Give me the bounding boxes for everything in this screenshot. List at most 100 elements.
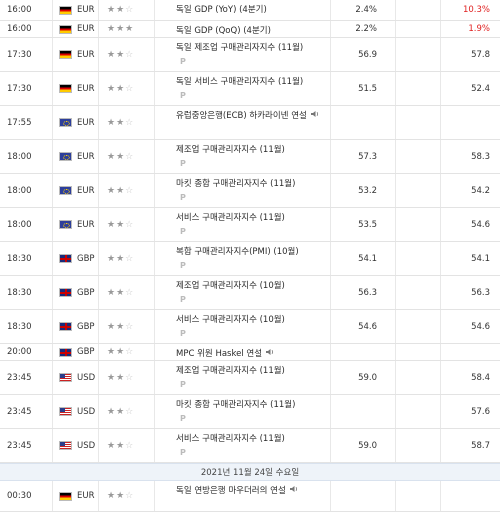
event-title[interactable]: 서비스 구매관리자지수 (11월) [176,213,285,223]
star-icon: ★ [116,24,126,34]
event-name[interactable]: 복합 구매관리자지수(PMI) (10월) P [176,242,326,275]
event-title[interactable]: 서비스 구매관리자지수 (10월) [176,315,285,325]
table-row[interactable]: 17:30 EUR ★ ★ ☆ 독일 제조업 구매관리자지수 (11월) P 56.9 57.8 [0,38,500,72]
event-title[interactable]: 서비스 구매관리자지수 (11월) [176,434,285,444]
table-row[interactable]: 18:30 GBP ★ ★ ☆ 복합 구매관리자지수(PMI) (10월) P 54.1 54.… [0,242,500,276]
event-title[interactable]: 마킷 종합 구매관리자지수 (11월) [176,179,296,189]
column-divider [98,395,99,428]
column-divider [330,481,331,511]
column-divider [52,38,53,71]
event-name[interactable]: 독일 제조업 구매관리자지수 (11월) P [176,38,326,71]
star-icon: ★ [107,49,117,60]
star-icon: ★ [107,219,117,230]
previous-value [430,481,490,511]
currency-code: EUR [77,24,95,34]
event-name[interactable]: 제조업 구매관리자지수 (11월) P [176,361,326,394]
table-row[interactable]: 00:30 EUR ★ ★ ☆ 독일 연방은행 마우더러의 연설 [0,481,500,512]
event-title[interactable]: 독일 연방은행 마우더러의 연설 [176,486,286,496]
event-time: 18:00 [7,185,32,196]
star-icon: ☆ [125,491,135,501]
event-name[interactable]: 제조업 구매관리자지수 (10월) P [176,276,326,309]
table-row[interactable]: 23:45 USD ★ ★ ☆ 서비스 구매관리자지수 (11월) P 59.0 58.7 [0,429,500,463]
star-icon: ☆ [125,287,135,298]
column-divider [330,361,331,394]
event-title[interactable]: 제조업 구매관리자지수 (10월) [176,281,285,291]
column-divider [395,0,396,20]
table-row[interactable]: 18:30 GBP ★ ★ ☆ 제조업 구매관리자지수 (10월) P 56.3 56.3 [0,276,500,310]
event-title[interactable]: 유럽중앙은행(ECB) 하카라이넨 연설 [176,111,307,121]
star-icon: ★ [107,151,117,162]
table-row[interactable]: 17:55 EUR ★ ★ ☆ 유럽중앙은행(ECB) 하카라이넨 연설 [0,106,500,140]
table-row[interactable]: 23:45 USD ★ ★ ☆ 마킷 종합 구매관리자지수 (11월) P 57.6 [0,395,500,429]
column-divider [154,72,155,105]
importance-stars: ★ ★ ☆ [107,72,152,105]
event-title[interactable]: 독일 서비스 구매관리자지수 (11월) [176,77,304,87]
table-row[interactable]: 20:00 GBP ★ ★ ☆ MPC 위원 Haskel 연설 [0,344,500,361]
star-icon: ☆ [125,440,135,451]
actual-value: 53.5 [358,219,377,230]
importance-stars: ★ ★ ☆ [107,106,152,139]
table-row[interactable]: 18:00 EUR ★ ★ ☆ 서비스 구매관리자지수 (11월) P 53.5 54.6 [0,208,500,242]
star-icon: ★ [116,440,126,451]
importance-stars: ★ ★ ☆ [107,140,152,173]
star-icon: ★ [107,83,117,94]
event-name[interactable]: 제조업 구매관리자지수 (11월) P [176,140,326,173]
column-divider [440,208,441,241]
table-row[interactable]: 23:45 USD ★ ★ ☆ 제조업 구매관리자지수 (11월) P 59.0 58.4 [0,361,500,395]
gb-flag-icon [59,344,72,360]
preliminary-marker: P [180,414,186,423]
actual-value: 59.0 [358,372,377,383]
event-name[interactable]: 서비스 구매관리자지수 (11월) P [176,208,326,241]
event-title[interactable]: 복합 구매관리자지수(PMI) (10월) [176,247,299,257]
currency-code: EUR [77,83,95,94]
event-name[interactable]: 독일 연방은행 마우더러의 연설 [176,481,326,511]
column-divider [52,429,53,462]
us-flag-icon [59,429,72,462]
event-title[interactable]: 독일 제조업 구매관리자지수 (11월) [176,43,304,53]
table-row[interactable]: 17:30 EUR ★ ★ ☆ 독일 서비스 구매관리자지수 (11월) P 51.5 52.4 [0,72,500,106]
column-divider [330,106,331,139]
event-name[interactable]: 유럽중앙은행(ECB) 하카라이넨 연설 [176,106,326,139]
table-row[interactable]: 16:00 EUR ★ ★ ☆ 독일 GDP (YoY) (4분기) 2.4% 10.3% [0,0,500,21]
event-name[interactable]: 서비스 구매관리자지수 (10월) P [176,310,326,343]
event-name[interactable]: 독일 GDP (YoY) (4분기) [176,0,326,20]
event-title[interactable]: 독일 GDP (YoY) (4분기) [176,5,267,15]
event-title[interactable]: 제조업 구매관리자지수 (11월) [176,366,285,376]
star-icon: ☆ [125,219,135,230]
table-row[interactable]: 16:00 EUR ★ ★ ★ 독일 GDP (QoQ) (4분기) 2.2% 1.9% [0,21,500,38]
column-divider [52,208,53,241]
event-title[interactable]: 마킷 종합 구매관리자지수 (11월) [176,400,296,410]
column-divider [440,481,441,511]
event-title[interactable]: 제조업 구매관리자지수 (11월) [176,145,285,155]
importance-stars: ★ ★ ☆ [107,429,152,462]
currency-code: GBP [77,321,95,332]
event-name[interactable]: 독일 서비스 구매관리자지수 (11월) P [176,72,326,105]
star-icon: ☆ [125,49,135,60]
column-divider [52,395,53,428]
star-icon: ★ [107,372,117,383]
preliminary-marker: P [180,193,186,202]
column-divider [52,174,53,207]
event-name[interactable]: 서비스 구매관리자지수 (11월) P [176,429,326,462]
table-row[interactable]: 18:00 EUR ★ ★ ☆ 제조업 구매관리자지수 (11월) P 57.3 58.3 [0,140,500,174]
currency-code: EUR [77,5,95,15]
event-time: 00:30 [7,491,32,501]
event-name[interactable]: 독일 GDP (QoQ) (4분기) [176,21,326,37]
column-divider [440,310,441,343]
star-icon: ★ [116,185,126,196]
star-icon: ★ [107,5,117,15]
us-flag-icon [59,361,72,394]
event-title[interactable]: MPC 위원 Haskel 연설 [176,349,263,359]
column-divider [154,395,155,428]
event-title[interactable]: 독일 GDP (QoQ) (4분기) [176,26,271,36]
star-icon: ☆ [125,347,135,357]
event-name[interactable]: MPC 위원 Haskel 연설 [176,344,326,360]
column-divider [154,38,155,71]
table-row[interactable]: 18:30 GBP ★ ★ ☆ 서비스 구매관리자지수 (10월) P 54.6 54.6 [0,310,500,344]
column-divider [395,276,396,309]
event-name[interactable]: 마킷 종합 구매관리자지수 (11월) P [176,395,326,428]
table-row[interactable]: 18:00 EUR ★ ★ ☆ 마킷 종합 구매관리자지수 (11월) P 53.2 54.2 [0,174,500,208]
eu-flag-icon [59,208,72,241]
event-name[interactable]: 마킷 종합 구매관리자지수 (11월) P [176,174,326,207]
